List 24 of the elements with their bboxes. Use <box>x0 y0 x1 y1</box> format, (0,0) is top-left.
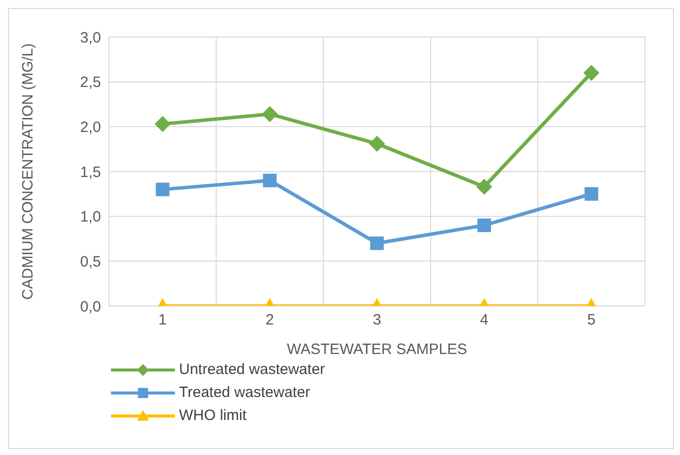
x-tick-label: 3 <box>372 312 382 329</box>
x-tick-label: 1 <box>158 312 167 329</box>
x-tick-label: 5 <box>587 312 596 329</box>
point <box>476 178 492 195</box>
y-tick-label: 3,0 <box>80 29 101 46</box>
y-axis-title: CADMIUM CONCENTRATION (MG/L) <box>19 43 36 300</box>
point <box>154 116 171 132</box>
point <box>156 182 170 196</box>
legend-label: Untreated wastewater <box>179 361 325 378</box>
y-tick-label: 0,5 <box>80 253 101 270</box>
point <box>263 174 277 188</box>
y-tick-label: 2,5 <box>80 74 101 92</box>
legend-label: WHO limit <box>179 407 246 424</box>
y-tick-label: 0,0 <box>80 298 101 316</box>
x-tick-label: 2 <box>266 312 274 329</box>
y-tick-label: 2,0 <box>80 118 101 136</box>
point <box>262 106 278 122</box>
y-tick-label: 1,5 <box>80 164 101 181</box>
x-tick-label: 4 <box>480 312 488 329</box>
legend-label: Treated wastewater <box>179 384 310 401</box>
point <box>369 136 385 152</box>
x-axis-title: WASTEWATER SAMPLES <box>286 341 468 358</box>
y-tick-label: 1,0 <box>80 208 101 226</box>
point <box>584 187 598 201</box>
